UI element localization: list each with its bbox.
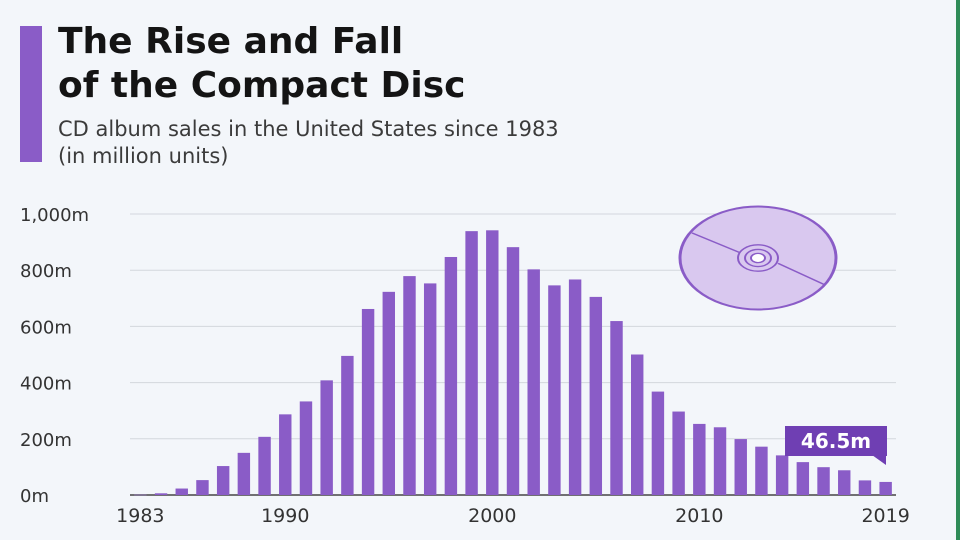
chart-subtitle-line-2: (in million units)	[58, 144, 229, 168]
x-tick-label: 2000	[468, 505, 516, 527]
x-tick-label: 1983	[116, 505, 164, 527]
bar-2018	[858, 480, 872, 495]
bar-2008	[651, 391, 665, 495]
y-tick-label: 0m	[20, 486, 49, 507]
bar-2012	[734, 439, 747, 495]
y-tick-label: 1,000m	[20, 205, 89, 226]
bar-1990	[279, 414, 292, 495]
callout-pointer	[872, 455, 886, 465]
x-axis-tick-labels: 1983 1990 2000 2010 2019	[116, 505, 910, 527]
bar-1985	[175, 488, 188, 495]
bar-1997	[423, 283, 437, 495]
bar-1991	[299, 401, 313, 495]
bar-2019	[879, 481, 892, 495]
chart-title-line-1: The Rise and Fall	[58, 21, 404, 62]
bar-1995	[382, 291, 395, 495]
bar-2006	[610, 321, 623, 495]
bar-1994	[361, 308, 375, 495]
bar-2010	[693, 423, 706, 495]
bar-1998	[444, 256, 458, 495]
bar-1986	[196, 480, 209, 495]
bar-2014	[775, 455, 789, 495]
bar-1989	[258, 436, 271, 495]
y-axis-tick-labels: 0m 200m 400m 600m 800m 1,000m	[20, 205, 89, 507]
chart-subtitle: CD album sales in the United States sinc…	[58, 116, 778, 170]
bar-2000	[486, 230, 499, 495]
bar-1992	[320, 380, 333, 495]
bar-chart: 0m 200m 400m 600m 800m 1,000m 1983 1990 2000 201…	[20, 205, 910, 527]
chart-subtitle-line-1: CD album sales in the United States sinc…	[58, 117, 559, 141]
bar-2003	[548, 285, 561, 495]
y-tick-label: 800m	[20, 261, 72, 282]
bars	[134, 230, 892, 496]
compact-disc-icon	[678, 205, 838, 311]
chart-title-line-2: of the Compact Disc	[58, 65, 466, 106]
y-tick-label: 200m	[20, 430, 72, 451]
bar-2016	[817, 467, 830, 495]
bar-1987	[216, 466, 230, 495]
bar-2017	[838, 470, 851, 495]
bar-2013	[755, 446, 768, 495]
bar-1984	[154, 493, 168, 495]
y-tick-label: 600m	[20, 317, 72, 338]
title-accent-bar	[20, 26, 42, 162]
last-value-callout: 46.5m	[785, 426, 887, 456]
chart-title: The Rise and Fall of the Compact Disc	[58, 20, 698, 108]
bar-1993	[341, 355, 354, 495]
bar-2011	[713, 427, 727, 495]
x-tick-label: 1990	[261, 505, 309, 527]
y-tick-label: 400m	[20, 374, 72, 395]
x-tick-label: 2019	[861, 505, 909, 527]
bar-2009	[672, 411, 685, 495]
bar-1999	[465, 231, 478, 495]
bar-2002	[527, 269, 540, 495]
bar-2005	[589, 296, 603, 495]
bar-2007	[631, 354, 644, 495]
bar-2015	[796, 462, 810, 495]
right-edge-strip	[956, 0, 960, 540]
bar-1983	[134, 494, 147, 496]
bar-1988	[237, 452, 251, 495]
bar-2001	[506, 247, 520, 495]
bar-2004	[568, 279, 582, 495]
x-tick-label: 2010	[675, 505, 723, 527]
bar-1996	[403, 276, 416, 495]
